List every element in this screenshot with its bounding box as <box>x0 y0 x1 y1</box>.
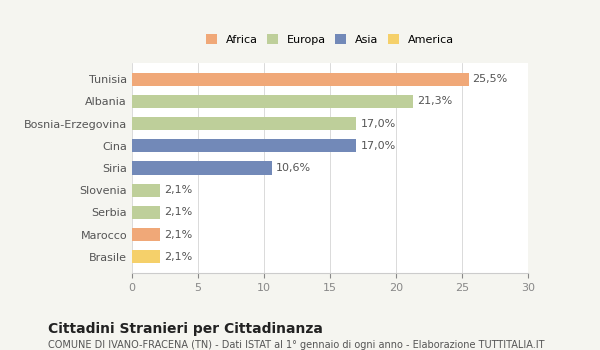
Text: COMUNE DI IVANO-FRACENA (TN) - Dati ISTAT al 1° gennaio di ogni anno - Elaborazi: COMUNE DI IVANO-FRACENA (TN) - Dati ISTA… <box>48 340 545 350</box>
Text: 10,6%: 10,6% <box>276 163 311 173</box>
Bar <box>132 72 469 86</box>
Text: 2,1%: 2,1% <box>164 208 192 217</box>
Bar <box>132 228 160 241</box>
Text: Cittadini Stranieri per Cittadinanza: Cittadini Stranieri per Cittadinanza <box>48 322 323 336</box>
Bar <box>132 117 356 130</box>
Text: 2,1%: 2,1% <box>164 252 192 262</box>
Text: 21,3%: 21,3% <box>417 96 452 106</box>
Bar <box>132 183 160 197</box>
Text: 25,5%: 25,5% <box>473 74 508 84</box>
Bar <box>132 95 413 108</box>
Text: 17,0%: 17,0% <box>361 141 395 151</box>
Bar <box>132 161 272 175</box>
Bar <box>132 139 356 153</box>
Legend: Africa, Europa, Asia, America: Africa, Europa, Asia, America <box>203 31 457 48</box>
Text: 2,1%: 2,1% <box>164 185 192 195</box>
Text: 2,1%: 2,1% <box>164 230 192 240</box>
Text: 17,0%: 17,0% <box>361 119 395 128</box>
Bar <box>132 250 160 264</box>
Bar <box>132 206 160 219</box>
